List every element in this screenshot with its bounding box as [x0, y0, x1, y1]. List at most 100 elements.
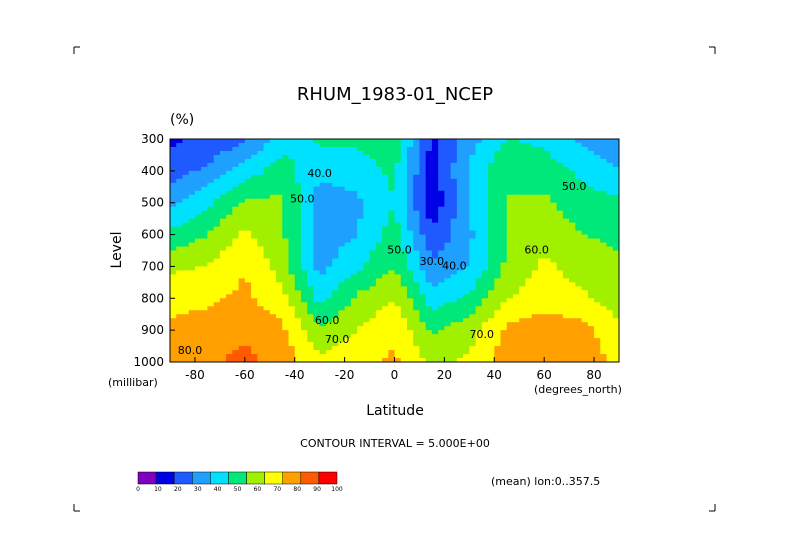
heatmap-cell	[413, 358, 421, 362]
heatmap-cell	[512, 238, 520, 244]
heatmap-cell	[375, 326, 383, 331]
heatmap-cell	[213, 198, 221, 204]
heatmap-cell	[431, 354, 439, 359]
heatmap-cell	[481, 342, 489, 347]
heatmap-cell	[556, 214, 564, 220]
heatmap-cell	[350, 322, 358, 327]
heatmap-cell	[550, 230, 558, 236]
heatmap-cell	[276, 346, 283, 351]
heatmap-cell	[612, 266, 619, 272]
heatmap-cell	[569, 314, 576, 319]
heatmap-cell	[363, 358, 371, 362]
heatmap-cell	[344, 202, 352, 208]
heatmap-cell	[425, 274, 433, 279]
heatmap-cell	[382, 146, 389, 152]
heatmap-cell	[182, 298, 190, 303]
heatmap-cell	[525, 139, 533, 144]
heatmap-cell	[494, 218, 502, 224]
heatmap-cell	[506, 218, 514, 224]
heatmap-cell	[369, 270, 377, 275]
heatmap-cell	[319, 154, 327, 160]
heatmap-cell	[338, 298, 346, 303]
heatmap-cell	[444, 278, 452, 283]
heatmap-cell	[394, 214, 402, 220]
heatmap-cell	[201, 262, 209, 268]
heatmap-cell	[263, 346, 271, 351]
heatmap-cell	[219, 146, 227, 152]
heatmap-cell	[512, 286, 520, 291]
heatmap-cell	[431, 282, 439, 287]
heatmap-cell	[475, 190, 483, 196]
heatmap-cell	[338, 142, 346, 148]
heatmap-cell	[425, 350, 433, 355]
heatmap-cell	[244, 254, 252, 260]
heatmap-cell	[300, 266, 308, 272]
heatmap-cell	[475, 238, 483, 244]
heatmap-cell	[475, 142, 483, 148]
heatmap-cell	[357, 290, 364, 295]
heatmap-cell	[226, 346, 233, 351]
heatmap-cell	[288, 286, 296, 291]
heatmap-cell	[450, 230, 458, 236]
heatmap-cell	[382, 358, 389, 362]
heatmap-cell	[201, 210, 209, 216]
heatmap-cell	[419, 250, 427, 256]
heatmap-cell	[188, 166, 196, 172]
heatmap-cell	[188, 246, 196, 252]
heatmap-cell	[425, 302, 433, 307]
heatmap-cell	[344, 166, 352, 172]
heatmap-cell	[182, 139, 190, 144]
heatmap-cell	[456, 182, 464, 188]
x-tick-label: -60	[235, 368, 255, 382]
heatmap-cell	[506, 298, 514, 303]
heatmap-cell	[319, 170, 327, 176]
heatmap-cell	[438, 154, 445, 160]
heatmap-cell	[587, 218, 595, 224]
heatmap-cell	[537, 338, 545, 343]
heatmap-cell	[226, 218, 233, 224]
heatmap-cell	[276, 238, 283, 244]
heatmap-cell	[550, 358, 558, 362]
heatmap-cell	[506, 206, 514, 212]
heatmap-cell	[438, 266, 445, 272]
heatmap-cell	[319, 322, 327, 327]
heatmap-cell	[251, 226, 258, 232]
heatmap-cell	[444, 198, 452, 204]
heatmap-cell	[581, 298, 589, 303]
heatmap-cell	[294, 346, 302, 351]
heatmap-cell	[388, 174, 396, 180]
heatmap-cell	[232, 306, 240, 311]
heatmap-cell	[319, 186, 327, 192]
heatmap-cell	[332, 218, 339, 224]
heatmap-cell	[307, 354, 315, 359]
heatmap-cell	[182, 202, 190, 208]
heatmap-cell	[307, 278, 315, 283]
heatmap-cell	[506, 170, 514, 176]
heatmap-cell	[263, 306, 271, 311]
heatmap-cell	[238, 294, 246, 299]
heatmap-cell	[170, 286, 177, 291]
heatmap-cell	[300, 142, 308, 148]
heatmap-cell	[394, 170, 402, 176]
heatmap-cell	[300, 326, 308, 331]
heatmap-cell	[594, 346, 601, 351]
contour-label: 50.0	[290, 193, 315, 206]
heatmap-cell	[512, 294, 520, 299]
heatmap-cell	[400, 326, 408, 331]
heatmap-cell	[444, 298, 452, 303]
heatmap-cell	[344, 226, 352, 232]
heatmap-cell	[606, 166, 614, 172]
heatmap-cell	[350, 162, 358, 168]
heatmap-cell	[587, 174, 595, 180]
heatmap-cell	[350, 142, 358, 148]
heatmap-cell	[307, 306, 315, 311]
heatmap-cell	[581, 198, 589, 204]
heatmap-cell	[400, 146, 408, 152]
heatmap-cell	[612, 298, 619, 303]
heatmap-cell	[338, 166, 346, 172]
heatmap-cell	[388, 142, 396, 148]
heatmap-cell	[325, 250, 333, 256]
heatmap-cell	[612, 234, 619, 240]
heatmap-cell	[232, 342, 240, 347]
heatmap-cell	[512, 170, 520, 176]
